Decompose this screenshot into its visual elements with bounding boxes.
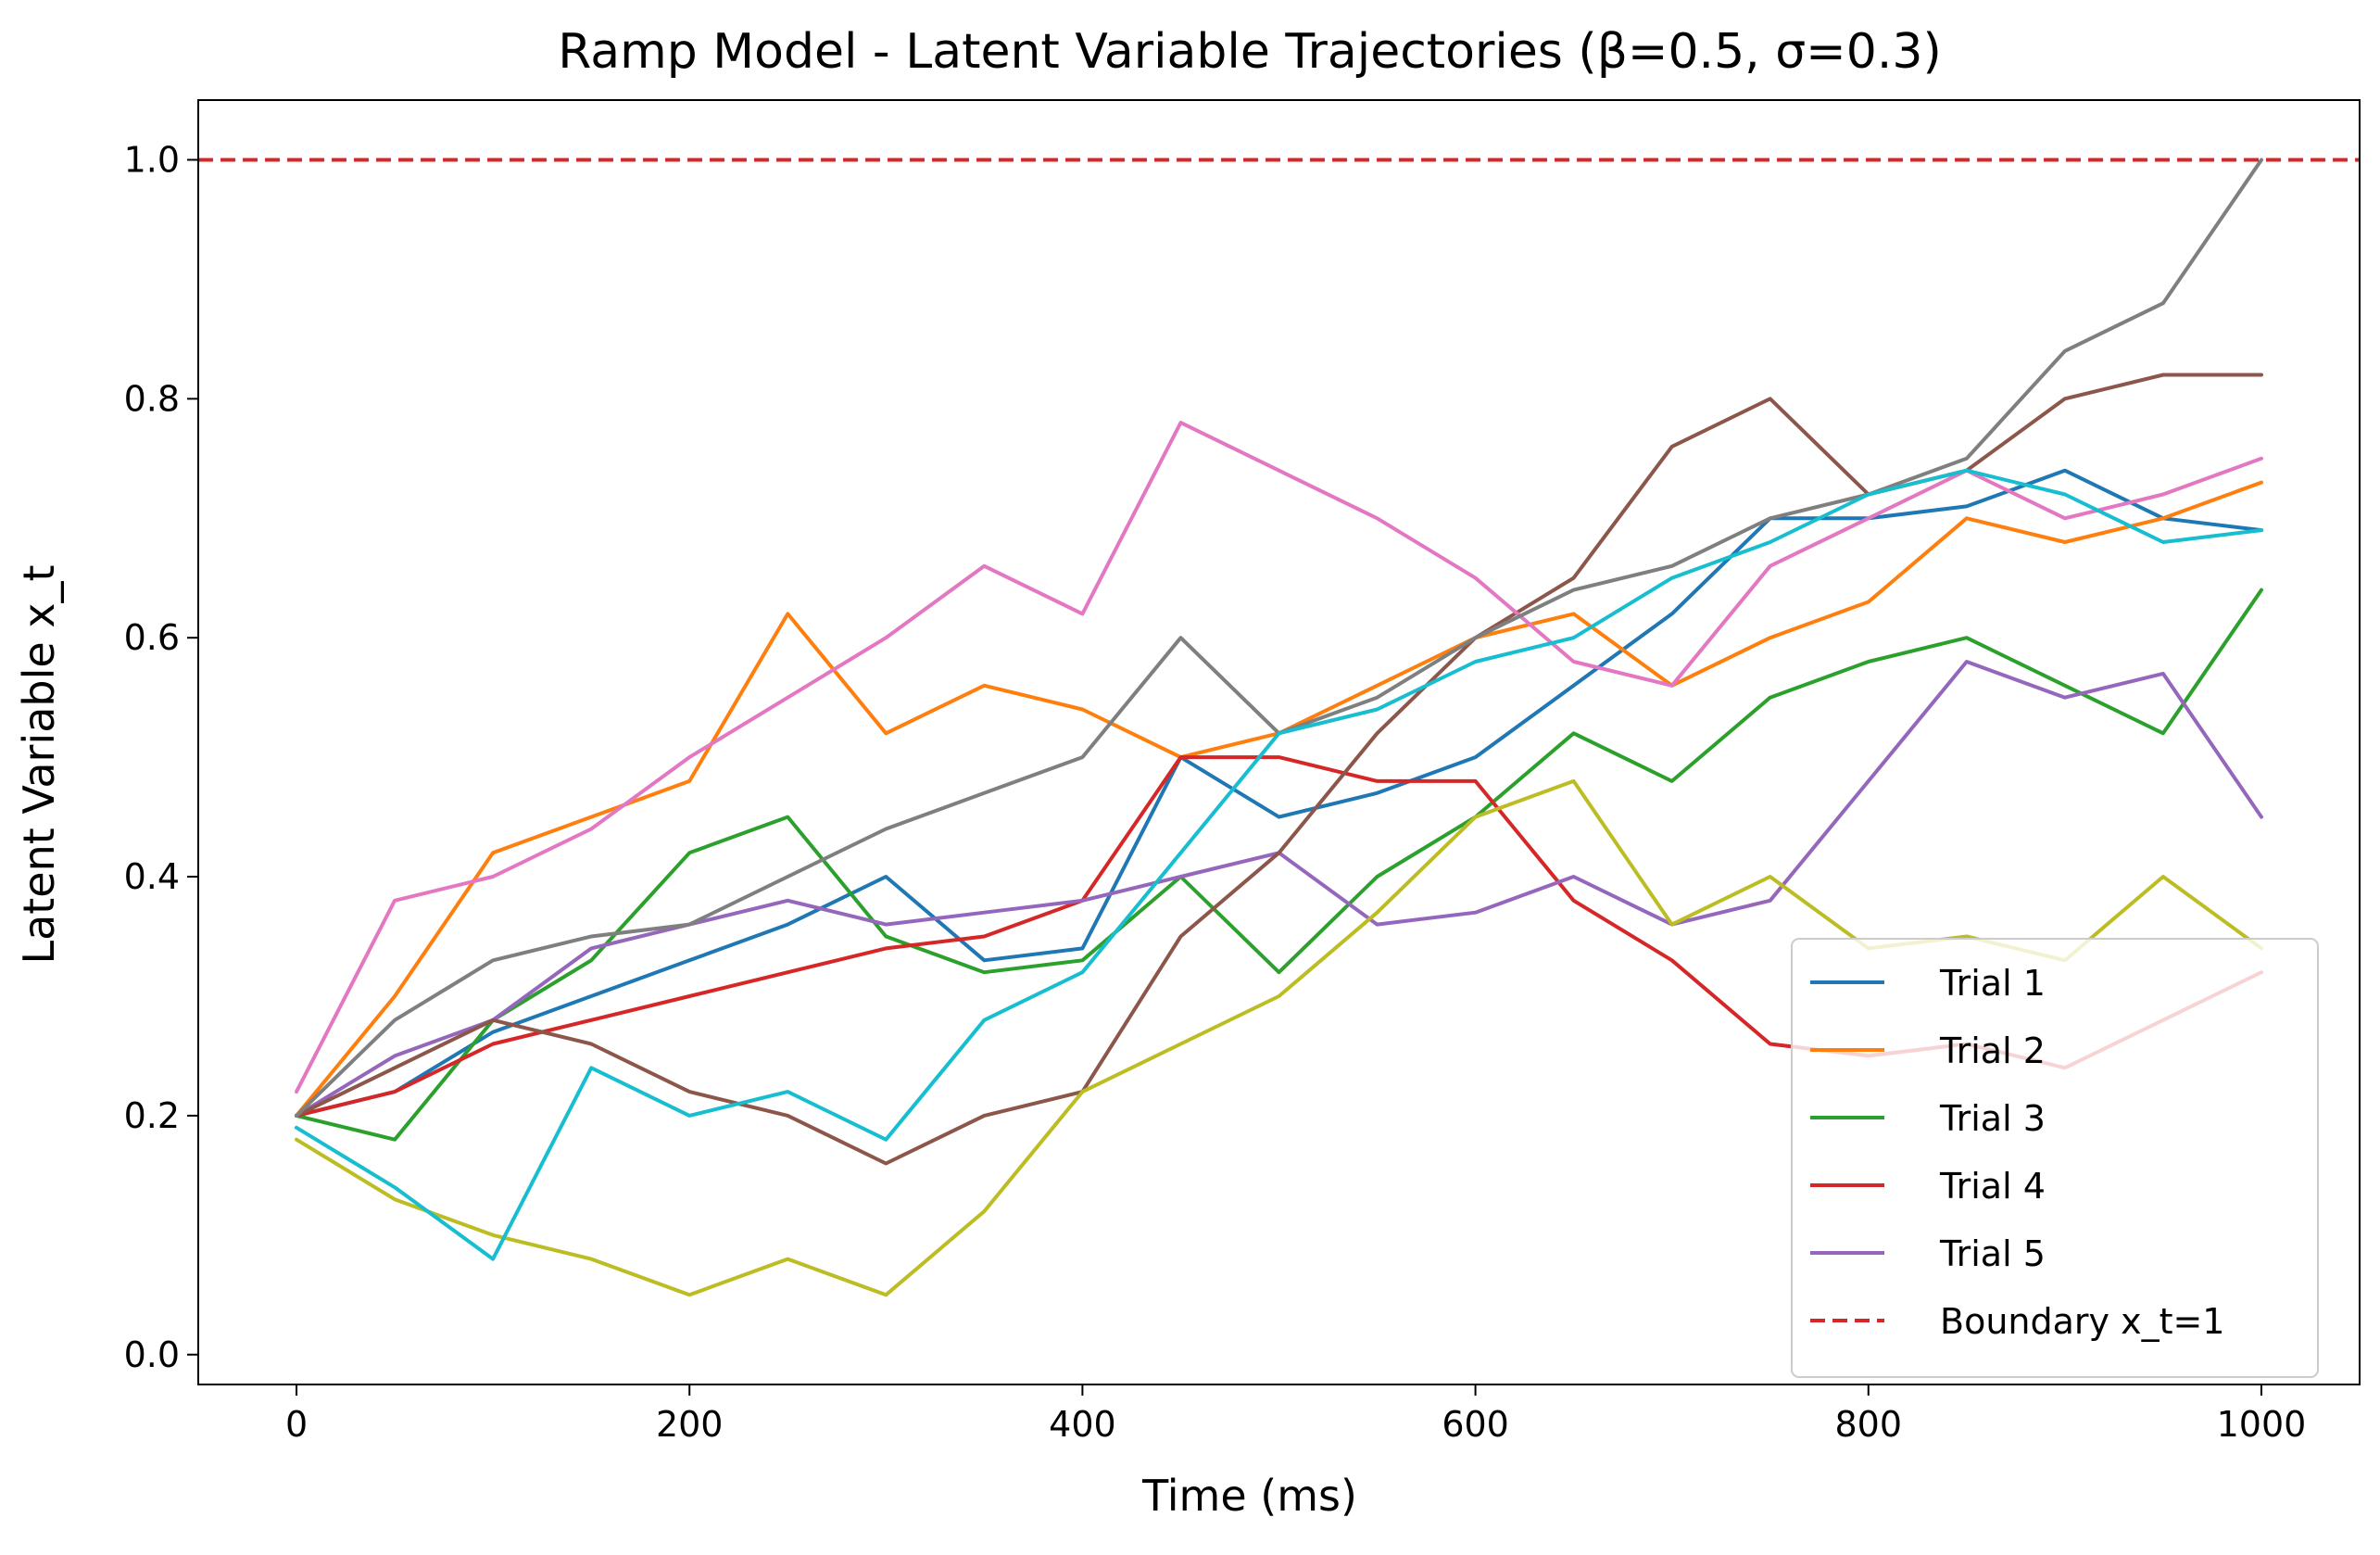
legend-box [1791,938,2319,1378]
series-line-1 [295,468,2263,1118]
x-tick-label: 200 [656,1404,724,1445]
y-axis-label: Latent Variable x_t [14,564,64,964]
y-tick-label: 0.4 [124,856,180,897]
series-line-3 [295,588,2263,1142]
y-tick-label: 0.8 [124,378,180,419]
series-line-10 [295,468,2263,1261]
legend-label: Trial 3 [1939,1098,2046,1139]
legend: Trial 1 Trial 2 Trial 3 Trial 4 Trial 5 Bound… [1791,938,2319,1378]
chart-title: Ramp Model - Latent Variable Trajectorie… [558,24,1942,80]
series-line-7 [295,421,2263,1094]
x-tick-label: 600 [1442,1404,1509,1445]
legend-label: Trial 4 [1939,1166,2046,1207]
x-axis-label: Time (ms) [1141,1471,1357,1521]
y-tick-label: 1.0 [124,139,180,180]
series-group [198,158,2360,1297]
x-tick-label: 0 [285,1404,308,1445]
x-tick-label: 800 [1835,1404,1903,1445]
plot-frame [197,99,2361,1385]
legend-label: Trial 2 [1939,1030,2046,1071]
legend-label: Boundary x_t=1 [1940,1301,2225,1342]
y-tick-label: 0.6 [124,617,180,658]
x-tick-label: 400 [1049,1404,1116,1445]
legend-label: Trial 1 [1939,963,2046,1004]
legend-label: Trial 5 [1939,1233,2046,1274]
x-tick-label: 1000 [2217,1404,2307,1445]
y-tick-label: 0.0 [124,1334,180,1375]
y-tick-label: 0.2 [124,1095,180,1136]
